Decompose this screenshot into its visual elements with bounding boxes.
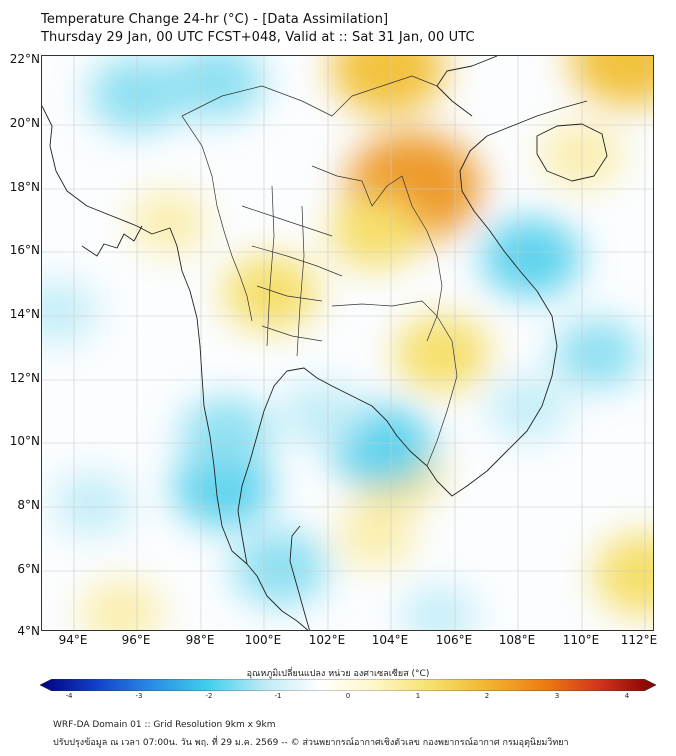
- lon-label-102: 102°E: [308, 633, 346, 647]
- footer-model-info: WRF-DA Domain 01 :: Grid Resolution 9km …: [53, 720, 276, 730]
- warming-anomaly: [594, 533, 653, 616]
- border-myanmar-thailand: [181, 115, 253, 322]
- colorbar-tick: -4: [65, 692, 73, 700]
- colorbar-tick: 1: [415, 692, 421, 700]
- colorbar-tick: 0: [345, 692, 351, 700]
- temperature-change-map: [42, 56, 653, 630]
- lon-label-104: 104°E: [371, 633, 409, 647]
- graticule: [42, 56, 653, 630]
- footer-credit: ปรับปรุงข้อมูล ณ เวลา 07:00น. วัน พฤ. ที…: [53, 738, 569, 748]
- lon-label-112: 112°E: [620, 633, 658, 647]
- cooling-anomaly: [53, 472, 133, 536]
- lat-label-18: 18°N: [9, 180, 40, 194]
- anomaly-field: [42, 56, 653, 630]
- map-frame: [41, 55, 654, 631]
- cooling-anomaly: [232, 530, 328, 606]
- malaysia-east-coast: [289, 525, 310, 630]
- colorbar-tick: -1: [274, 692, 282, 700]
- lon-label-110: 110°E: [562, 633, 600, 647]
- delta-coast: [81, 225, 143, 257]
- lat-label-14: 14°N: [9, 307, 40, 321]
- border-cambodia-vietnam: [426, 315, 458, 467]
- cooling-anomaly: [401, 586, 477, 630]
- province-borders: [181, 75, 458, 467]
- border-thailand-cambodia: [331, 300, 438, 317]
- thailand-gulf-coast: [237, 367, 428, 630]
- lat-label-20: 20°N: [9, 116, 40, 130]
- warming-anomaly: [330, 195, 421, 269]
- warming-anomaly: [79, 579, 163, 630]
- warming-anomaly: [330, 56, 446, 115]
- cooling-anomaly: [89, 56, 185, 133]
- coastlines-and-borders: [42, 56, 608, 630]
- border-thai-provinces: [241, 185, 343, 357]
- warming-anomaly: [336, 504, 415, 568]
- lat-label-16: 16°N: [9, 243, 40, 257]
- lon-label-94: 94°E: [58, 633, 88, 647]
- lon-label-96: 96°E: [121, 633, 151, 647]
- lat-label-10: 10°N: [9, 434, 40, 448]
- hainan-island: [536, 123, 608, 182]
- vietnam-coast: [426, 100, 588, 497]
- cooling-anomaly: [488, 376, 568, 440]
- map-title: Temperature Change 24-hr (°C) - [Data As…: [41, 12, 389, 27]
- tonkin-coast: [436, 56, 498, 117]
- lat-label-12: 12°N: [9, 371, 40, 385]
- lat-label-4: 4°N: [17, 624, 40, 638]
- warming-anomaly: [570, 56, 653, 107]
- border-china: [181, 75, 438, 117]
- lon-label-108: 108°E: [498, 633, 536, 647]
- cooling-anomaly: [280, 381, 363, 448]
- colorbar-tick: 2: [484, 692, 490, 700]
- colorbar-tick: -3: [135, 692, 143, 700]
- colorbar-tick: 3: [554, 692, 560, 700]
- cooling-anomaly: [481, 218, 581, 298]
- lon-label-98: 98°E: [185, 633, 215, 647]
- colorbar-tick: -2: [205, 692, 213, 700]
- colorbar: [40, 679, 656, 691]
- colorbar-tick: 4: [624, 692, 630, 700]
- cooling-anomaly: [554, 318, 642, 389]
- lat-label-8: 8°N: [17, 498, 40, 512]
- myanmar-coast: [42, 105, 248, 565]
- cooling-anomaly: [169, 56, 265, 120]
- warming-anomaly: [223, 254, 319, 331]
- lat-label-6: 6°N: [17, 562, 40, 576]
- border-laos: [311, 165, 443, 342]
- colorbar-title: อุณหภูมิเปลี่ยนแปลง หน่วย องศาเซลเซียส (…: [246, 669, 430, 679]
- lon-label-100: 100°E: [244, 633, 282, 647]
- map-subtitle: Thursday 29 Jan, 00 UTC FCST+048, Valid …: [41, 30, 475, 45]
- lat-label-22: 22°N: [9, 52, 40, 66]
- cooling-anomaly: [42, 280, 98, 344]
- warming-anomaly: [129, 190, 209, 254]
- warming-anomaly: [394, 315, 490, 392]
- lon-label-106: 106°E: [435, 633, 473, 647]
- colorbar-gradient: [40, 679, 656, 691]
- cooling-anomaly: [180, 397, 272, 470]
